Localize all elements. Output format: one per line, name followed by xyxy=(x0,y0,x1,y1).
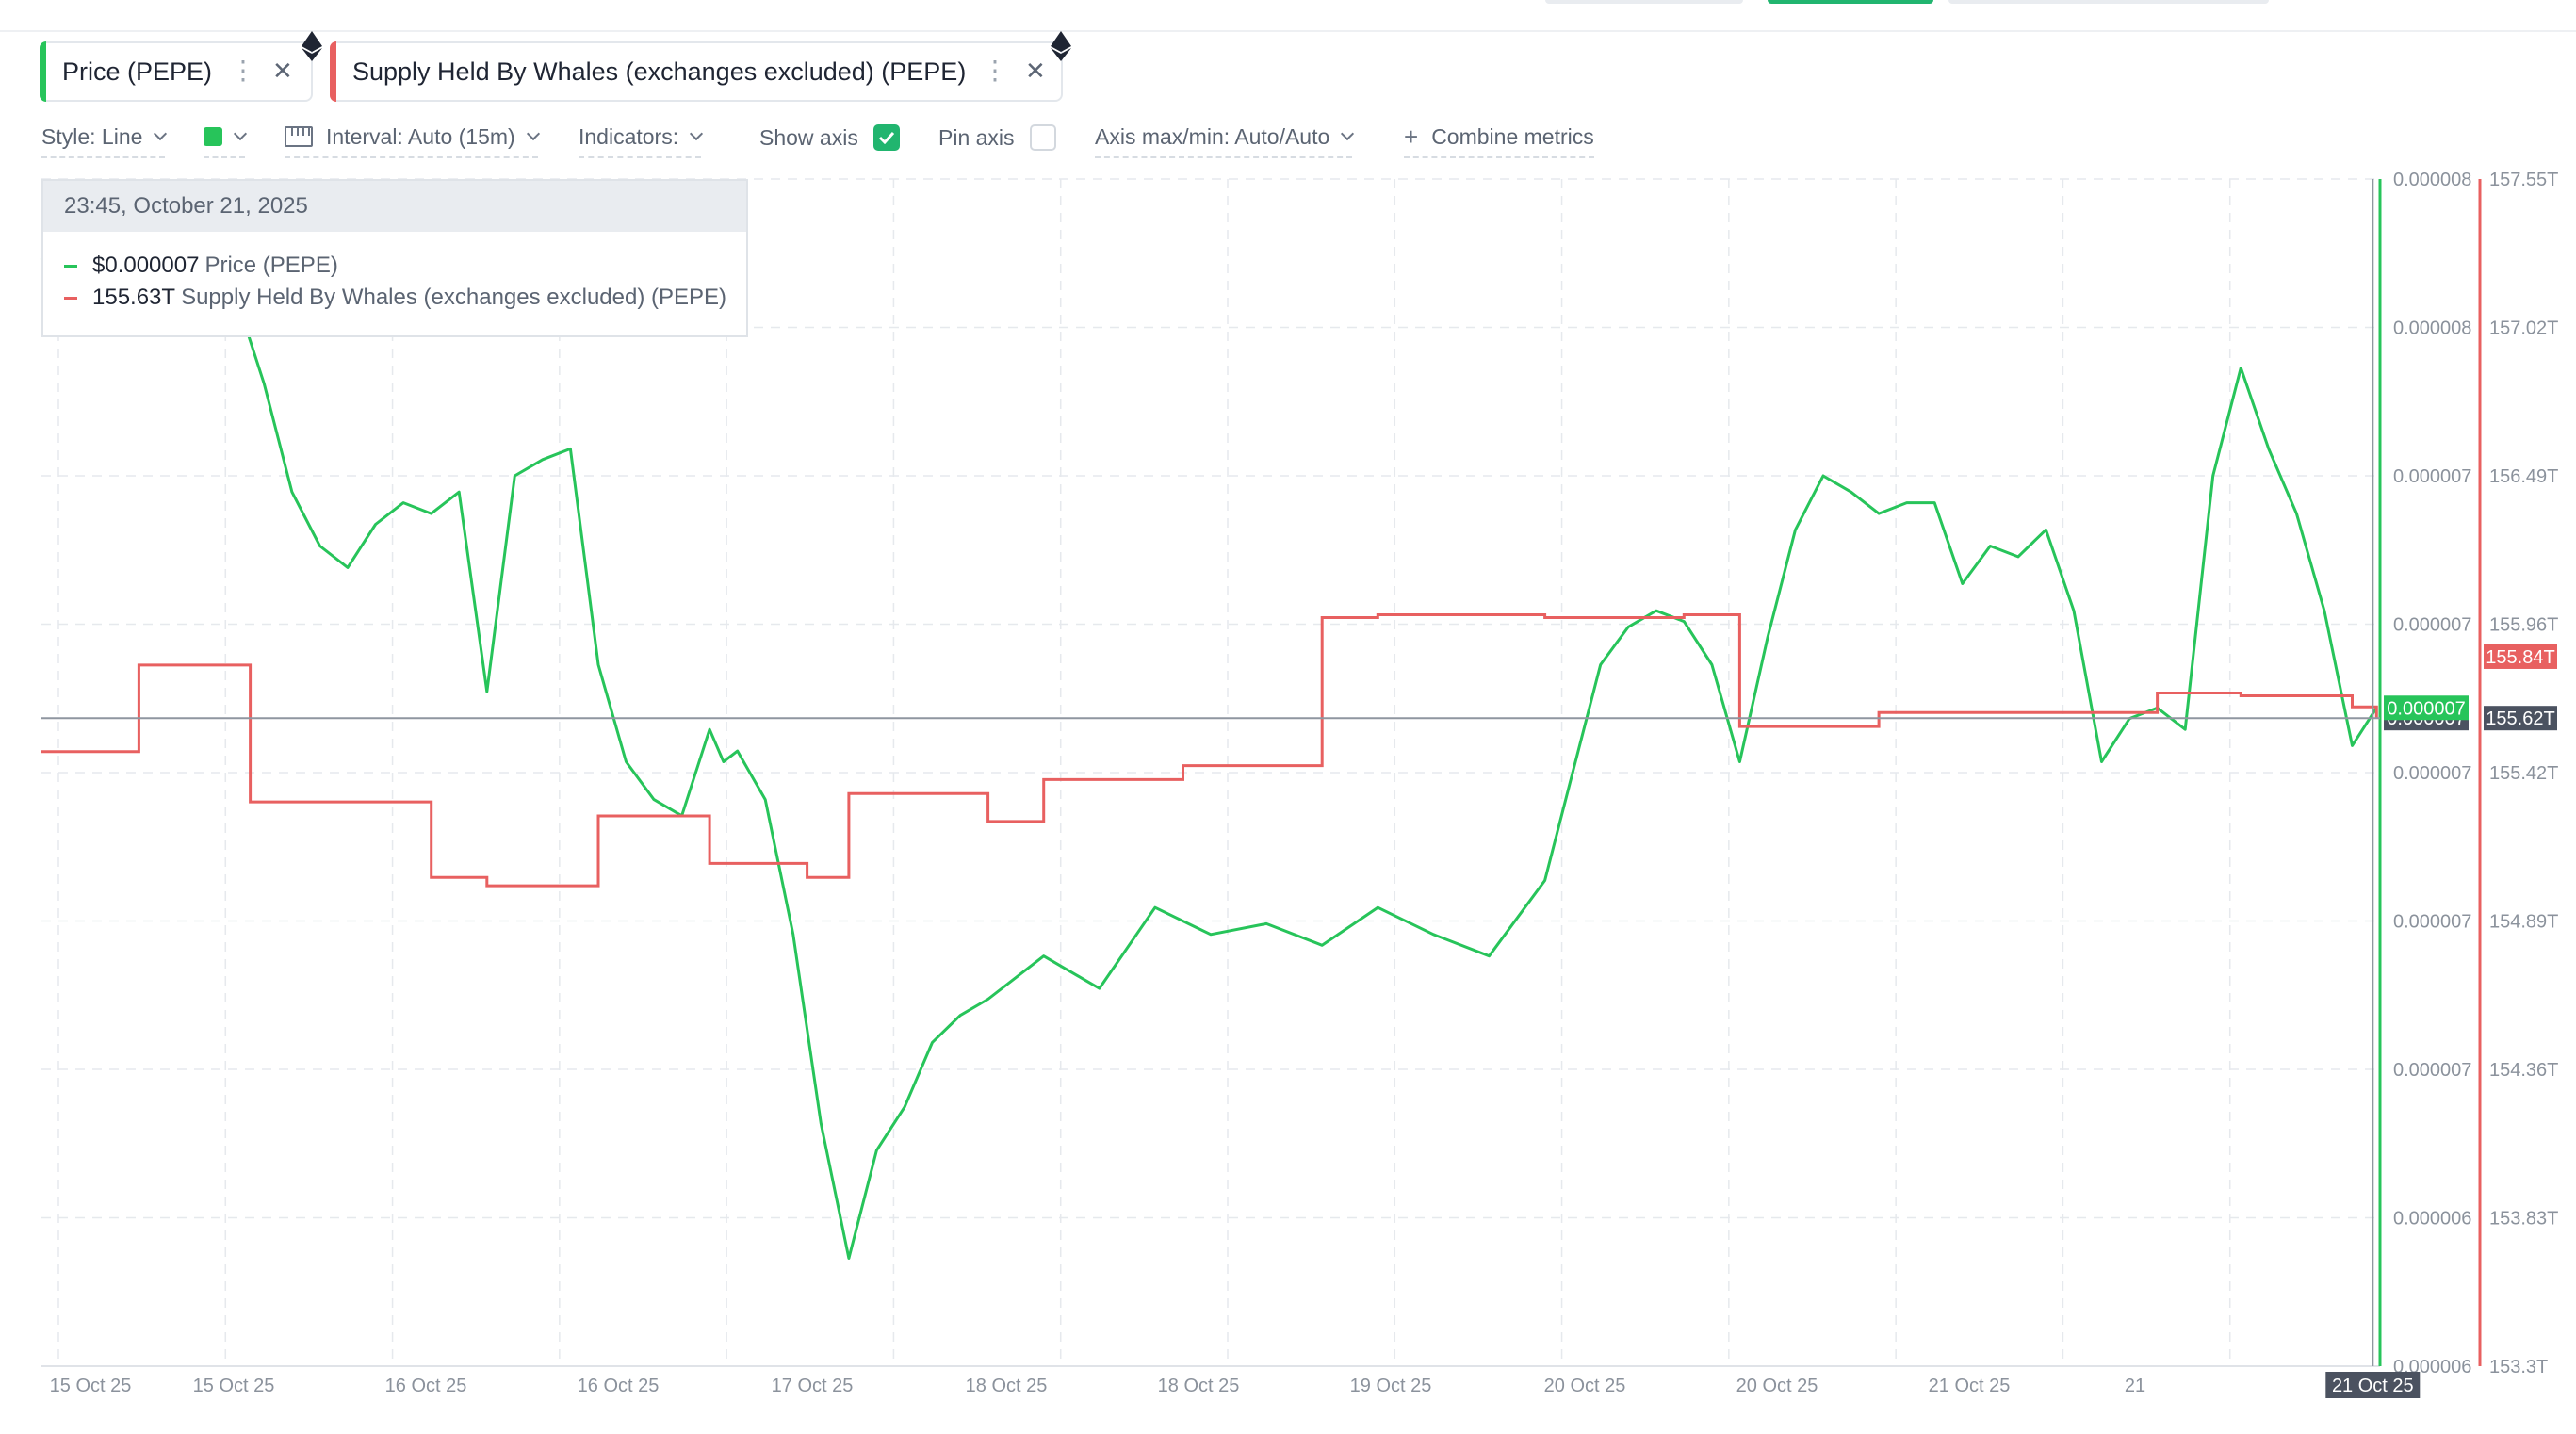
checkmark-icon xyxy=(878,131,894,144)
y-left-tick-label: 0.000007 xyxy=(2393,466,2471,487)
show-axis-checkbox[interactable] xyxy=(872,124,900,151)
header-fragment-active xyxy=(1768,0,1933,4)
color-swatch xyxy=(204,127,222,146)
interval-select[interactable]: Interval: Auto (15m) xyxy=(285,121,540,158)
combine-metrics-label: Combine metrics xyxy=(1431,123,1594,149)
y-axes: 0.000008 0.000008 0.000007 0.000007 0.000007… xyxy=(2393,170,2558,1377)
y-right-tick-label: 156.49T xyxy=(2489,466,2558,487)
whale-current-label: 155.84T xyxy=(2486,647,2554,668)
combine-metrics-button[interactable]: + Combine metrics xyxy=(1404,121,1594,158)
indicators-select[interactable]: Indicators: xyxy=(579,121,704,158)
x-tick-label: 17 Oct 25 xyxy=(772,1376,854,1396)
metric-color-bar xyxy=(40,41,46,102)
y-left-tick-label: 0.000007 xyxy=(2393,912,2471,933)
y-right-tick-label: 155.96T xyxy=(2489,615,2558,636)
y-right-tick-label: 153.83T xyxy=(2489,1209,2558,1230)
price-current-label: 0.000007 xyxy=(2387,698,2465,719)
series-color-dash xyxy=(64,264,77,268)
x-axis: 15 Oct 25 15 Oct 25 16 Oct 25 16 Oct 25 17 O… xyxy=(50,1376,2410,1396)
x-tick-label: 20 Oct 25 xyxy=(1544,1376,1626,1396)
show-axis-toggle[interactable]: Show axis xyxy=(759,121,900,158)
close-icon[interactable]: ✕ xyxy=(272,57,293,85)
x-tick-label: 20 Oct 25 xyxy=(1736,1376,1818,1396)
x-tick-label: 19 Oct 25 xyxy=(1350,1376,1432,1396)
pin-axis-label: Pin axis xyxy=(938,124,1015,150)
indicators-label: Indicators: xyxy=(579,123,679,149)
crosshair-labels: 0.000007 155.62T 21 Oct 25 xyxy=(2325,706,2557,1398)
kebab-menu-icon[interactable]: ⋮ xyxy=(230,56,256,85)
crosshair-date-tag xyxy=(2325,1372,2421,1398)
y-left-tick-label: 0.000008 xyxy=(2393,318,2471,339)
tooltip-row-price: $0.000007 Price (PEPE) xyxy=(64,253,338,279)
x-tick-label: 21 Oct 25 xyxy=(1929,1376,2011,1396)
y-right-tick-label: 153.3T xyxy=(2489,1357,2548,1377)
y-left-tick-label: 0.000006 xyxy=(2393,1209,2471,1230)
axis-maxmin-label: Axis max/min: Auto/Auto xyxy=(1095,123,1330,149)
series-color-dash xyxy=(64,296,77,300)
color-select[interactable] xyxy=(204,121,248,158)
whale-current-tag xyxy=(2484,644,2557,669)
x-tick-label: 21 xyxy=(2125,1376,2145,1396)
x-tick-label: 16 Oct 25 xyxy=(385,1376,467,1396)
y-left-tick-label: 0.000008 xyxy=(2393,170,2471,190)
x-tick-label: 15 Oct 25 xyxy=(50,1376,132,1396)
y-left-tick-label: 0.000007 xyxy=(2393,615,2471,636)
metric-tab-whale-supply[interactable]: Supply Held By Whales (exchanges exclude… xyxy=(330,41,1063,102)
y-right-tick-label: 154.36T xyxy=(2489,1060,2558,1081)
x-tick-label: 15 Oct 25 xyxy=(193,1376,275,1396)
tooltip-value: $0.000007 xyxy=(92,253,200,278)
ruler-icon xyxy=(285,126,313,147)
tooltip-series-name: Price (PEPE) xyxy=(204,253,338,278)
pin-axis-checkbox[interactable] xyxy=(1029,124,1056,151)
crosshair-date-label: 21 Oct 25 xyxy=(2332,1376,2414,1396)
x-tick-label: 18 Oct 25 xyxy=(1158,1376,1240,1396)
grid-lines xyxy=(41,178,2380,1367)
kebab-menu-icon[interactable]: ⋮ xyxy=(982,56,1008,85)
y-right-tick-label: 157.02T xyxy=(2489,318,2558,339)
y-right-tick-label: 154.89T xyxy=(2489,912,2558,933)
tooltip-row-whale-supply: 155.63T Supply Held By Whales (exchanges… xyxy=(64,285,726,311)
ethereum-icon xyxy=(302,31,322,61)
x-tick-label: 18 Oct 25 xyxy=(966,1376,1048,1396)
crosshair-right-tag xyxy=(2484,706,2557,731)
chart-tooltip: 23:45, October 21, 2025 $0.000007 Price … xyxy=(41,179,748,337)
metric-tab-label: Price (PEPE) xyxy=(62,57,213,86)
show-axis-label: Show axis xyxy=(759,124,858,150)
style-label: Style: Line xyxy=(41,123,143,149)
style-select[interactable]: Style: Line xyxy=(41,121,168,158)
whale-supply-line xyxy=(41,613,2378,888)
plus-icon: + xyxy=(1404,122,1419,151)
price-current-tag xyxy=(2384,695,2469,721)
y-left-tick-label: 0.000007 xyxy=(2393,1060,2471,1081)
pin-axis-toggle[interactable]: Pin axis xyxy=(938,121,1056,158)
y-left-tick-label: 0.000007 xyxy=(2393,763,2471,784)
metric-tab-label: Supply Held By Whales (exchanges exclude… xyxy=(352,57,967,86)
metric-color-bar xyxy=(330,41,336,102)
header-divider xyxy=(0,30,2576,32)
tooltip-value: 155.63T xyxy=(92,285,176,310)
metric-tab-price[interactable]: Price (PEPE) ⋮ ✕ xyxy=(40,41,313,102)
header-fragment xyxy=(1545,0,1743,4)
tooltip-series-name: Supply Held By Whales (exchanges exclude… xyxy=(181,285,727,310)
axis-maxmin-select[interactable]: Axis max/min: Auto/Auto xyxy=(1095,121,1355,158)
y-right-tick-label: 155.42T xyxy=(2489,763,2558,784)
x-tick-label: 16 Oct 25 xyxy=(578,1376,660,1396)
ethereum-icon xyxy=(1051,31,1071,61)
current-value-tags: 0.000007 155.84T xyxy=(2384,644,2557,721)
header-fragment xyxy=(1948,0,2269,4)
price-line xyxy=(40,204,2378,1260)
y-right-tick-label: 157.55T xyxy=(2489,170,2558,190)
tooltip-timestamp: 23:45, October 21, 2025 xyxy=(43,181,746,232)
interval-label: Interval: Auto (15m) xyxy=(326,123,515,149)
close-icon[interactable]: ✕ xyxy=(1025,57,1046,85)
crosshair-right-label: 155.62T xyxy=(2486,709,2554,729)
